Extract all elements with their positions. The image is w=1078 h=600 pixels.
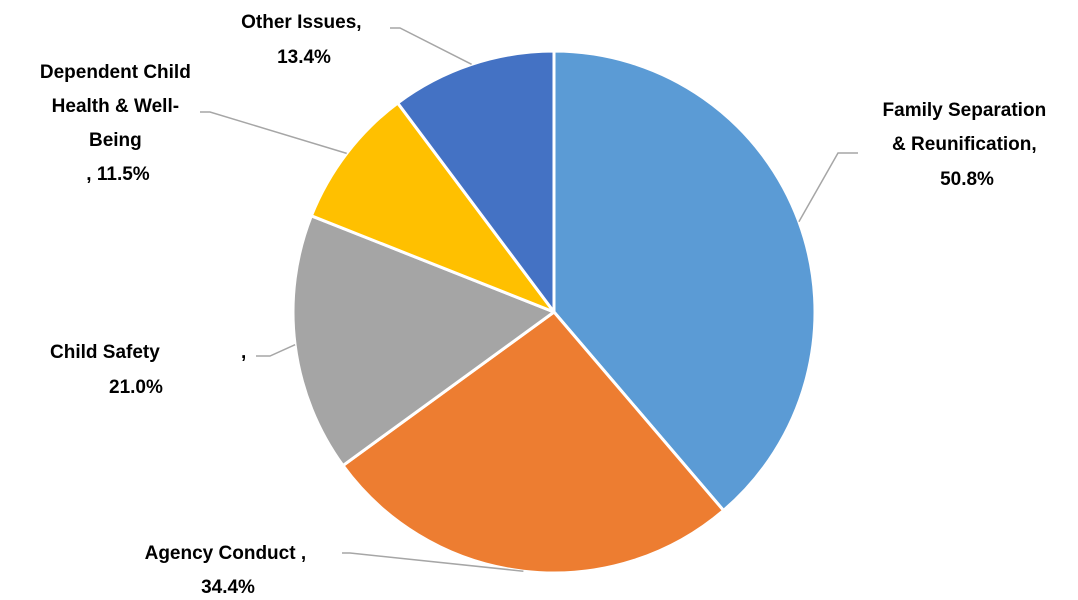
leader-other-issues — [390, 27, 472, 65]
leader-lines — [200, 27, 858, 572]
slice-dependent-child-health — [309, 101, 556, 314]
slice-other-issues — [396, 49, 556, 314]
label-family-separation: Family Separation & Reunification, 50.8% — [883, 100, 1052, 190]
leader-agency-conduct — [342, 552, 524, 572]
label-dependent-child-health: Dependent Child Health & Well- Being , 1… — [40, 62, 196, 185]
data-labels: Family Separation & Reunification, 50.8%… — [40, 12, 1052, 598]
label-agency-conduct: Agency Conduct , 34.4% — [145, 543, 312, 598]
label-child-safety: Child Safety , 21.0% — [50, 342, 252, 398]
leader-dependent-child-health — [200, 111, 347, 155]
slice-agency-conduct — [341, 310, 726, 575]
label-other-issues: Other Issues, 13.4% — [241, 12, 367, 68]
leader-family-separation — [798, 152, 858, 223]
leader-child-safety — [256, 344, 296, 357]
pie-slices — [291, 49, 817, 575]
